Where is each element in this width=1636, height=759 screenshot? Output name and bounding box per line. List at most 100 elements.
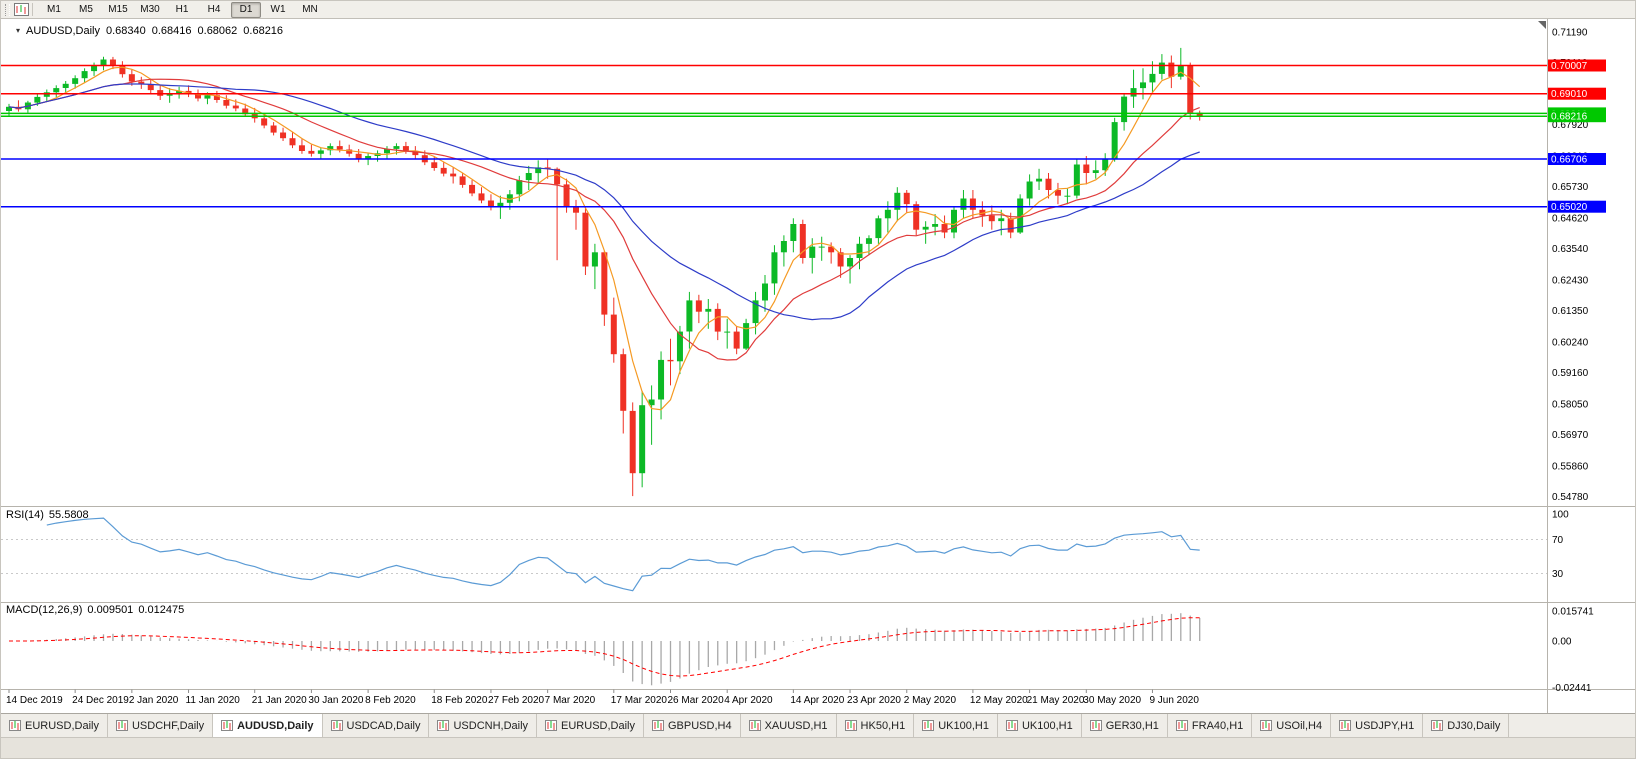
timeframe-button-m30[interactable]: M30 (140, 3, 160, 15)
chart-tab-label: USDCNH,Daily (453, 719, 529, 732)
timeframe-buttons: M1 M5 M15 M30 H1 H4 D1 W1 MN (38, 1, 326, 18)
chart-tab-icon (844, 720, 857, 731)
svg-text:0.55860: 0.55860 (1552, 462, 1589, 473)
svg-text:0.65730: 0.65730 (1552, 182, 1589, 193)
chart-tab-label: GER30,H1 (1105, 719, 1159, 732)
rsi-value: 55.5808 (48, 509, 89, 521)
svg-text:7 Mar 2020: 7 Mar 2020 (545, 695, 596, 706)
chart-tab-13-usoil-h4[interactable]: USOil,H4 (1252, 714, 1332, 737)
chart-tab-icon (330, 720, 343, 731)
chart-tab-label: FRA40,H1 (1191, 719, 1244, 732)
chart-tab-label: GBPUSD,H4 (668, 719, 732, 732)
svg-text:0.015741: 0.015741 (1552, 607, 1594, 618)
macd-value-signal: 0.012475 (138, 604, 185, 616)
chart-tab-15-dj30-daily[interactable]: DJ30,Daily (1423, 714, 1510, 737)
timeframe-button-h1[interactable]: H1 (175, 3, 189, 15)
svg-text:0.00: 0.00 (1552, 637, 1572, 648)
macd-indicator-label: MACD(12,26,9) 0.009501 0.012475 (6, 604, 184, 616)
svg-text:0.65020: 0.65020 (1551, 202, 1588, 213)
rsi-indicator-label: RSI(14) 55.5808 (6, 509, 89, 521)
svg-text:18 Feb 2020: 18 Feb 2020 (431, 695, 488, 706)
chart-title: ▾ AUDUSD,Daily 0.68340 0.68416 0.68062 0… (16, 25, 283, 37)
chart-tab-0-eurusd-daily[interactable]: EURUSD,Daily (1, 714, 108, 737)
chart-tab-icon (1431, 720, 1444, 731)
toolbar-separator (32, 3, 33, 16)
chart-tab-10-uk100-h1[interactable]: UK100,H1 (997, 714, 1082, 737)
chart-shift-marker[interactable] (1538, 21, 1546, 29)
chart-tab-label: EURUSD,Daily (561, 719, 635, 732)
svg-text:0.61350: 0.61350 (1552, 306, 1589, 317)
chart-tab-icon (1089, 720, 1102, 731)
chart-tab-icon (652, 720, 664, 731)
price-badge-0.70007: 0.70007 (1548, 59, 1606, 72)
svg-text:2 May 2020: 2 May 2020 (904, 695, 957, 706)
price-chart[interactable]: 0.711900.701100.690000.679200.668100.657… (1, 1, 1636, 713)
svg-text:14 Dec 2019: 14 Dec 2019 (6, 695, 63, 706)
moving-average-5-line (8, 66, 1201, 411)
chart-tab-icon (844, 720, 857, 731)
price-badge-0.65020: 0.65020 (1548, 200, 1606, 213)
svg-text:9 Jun 2020: 9 Jun 2020 (1149, 695, 1199, 706)
chart-tab-icon (748, 720, 761, 731)
timeframe-button-w1[interactable]: W1 (270, 3, 286, 15)
chart-tab-icon (437, 720, 450, 731)
price-badge-0.66706: 0.66706 (1548, 153, 1606, 165)
chart-tab-icon (1005, 720, 1018, 731)
svg-text:17 Mar 2020: 17 Mar 2020 (611, 695, 668, 706)
chart-tab-icon (1005, 720, 1018, 731)
timeframe-button-d1[interactable]: D1 (231, 1, 261, 18)
svg-text:0.56970: 0.56970 (1552, 430, 1589, 441)
svg-text:8 Feb 2020: 8 Feb 2020 (365, 695, 416, 706)
chart-tab-6-gbpusd-h4[interactable]: GBPUSD,H4 (644, 714, 741, 737)
chart-title-close: 0.68216 (243, 25, 284, 37)
chart-tab-label: USDCAD,Daily (346, 719, 421, 732)
timeframe-button-m1[interactable]: M1 (47, 3, 61, 15)
panel-separators (1, 19, 1635, 713)
charts-toolbar-icon[interactable] (14, 3, 29, 16)
timeframe-button-m5[interactable]: M5 (79, 3, 93, 15)
svg-text:24 Dec 2019: 24 Dec 2019 (72, 695, 129, 706)
svg-text:27 Feb 2020: 27 Feb 2020 (488, 695, 545, 706)
chart-tab-icon (748, 720, 761, 731)
price-badge-0.69010: 0.69010 (1548, 87, 1606, 100)
svg-text:30: 30 (1552, 569, 1564, 580)
macd-panel[interactable] (9, 613, 1201, 686)
svg-text:0.70007: 0.70007 (1551, 61, 1588, 72)
timeframe-button-h4[interactable]: H4 (207, 3, 221, 15)
chart-tab-icon (221, 720, 234, 731)
toolbar-grip-handle[interactable] (5, 3, 10, 16)
chart-tab-label: UK100,H1 (938, 719, 989, 732)
chart-tab-4-usdcnh-daily[interactable]: USDCNH,Daily (429, 714, 538, 737)
chart-tab-8-hk50-h1[interactable]: HK50,H1 (836, 714, 915, 737)
rsi-line (46, 517, 1200, 592)
chart-tab-label: USDJPY,H1 (1355, 719, 1415, 732)
chart-tab-icon (9, 720, 21, 731)
chart-tab-11-ger30-h1[interactable]: GER30,H1 (1081, 714, 1168, 737)
moving-average-25-line (8, 83, 1200, 321)
svg-text:0.68216: 0.68216 (1551, 112, 1588, 123)
chart-tab-1-usdchf-daily[interactable]: USDCHF,Daily (107, 714, 214, 737)
chart-tab-12-fra40-h1[interactable]: FRA40,H1 (1167, 714, 1253, 737)
chart-title-symbol: AUDUSD,Daily (26, 25, 100, 37)
chart-tab-3-usdcad-daily[interactable]: USDCAD,Daily (322, 714, 430, 737)
chart-tab-14-usdjpy-h1[interactable]: USDJPY,H1 (1331, 714, 1424, 737)
rsi-panel[interactable] (1, 517, 1547, 592)
timeframe-button-m15[interactable]: M15 (108, 3, 128, 15)
macd-signal-line (9, 617, 1200, 677)
svg-text:0.59160: 0.59160 (1552, 368, 1589, 379)
svg-text:14 Apr 2020: 14 Apr 2020 (790, 695, 844, 706)
chart-tab-label: UK100,H1 (1021, 719, 1073, 732)
chart-title-open: 0.68340 (105, 25, 146, 37)
date-axis[interactable]: 14 Dec 2019 24 Dec 2019 2 Jan 2020 11 Jan 2… (6, 689, 1199, 707)
svg-text:0.54780: 0.54780 (1552, 492, 1589, 503)
price-axis[interactable]: 0.711900.701100.690000.679200.668100.657… (1548, 28, 1606, 694)
chart-tab-icon (1089, 720, 1102, 731)
svg-text:0.63540: 0.63540 (1552, 244, 1589, 255)
chart-tab-9-uk100-h1[interactable]: UK100,H1 (914, 714, 998, 737)
chart-tab-icon (1339, 720, 1352, 731)
chart-tab-2-audusd-daily[interactable]: AUDUSD,Daily (213, 714, 323, 737)
timeframe-button-mn[interactable]: MN (302, 3, 318, 15)
macd-name: MACD(12,26,9) (6, 604, 83, 616)
chart-tab-7-xauusd-h1[interactable]: XAUUSD,H1 (740, 714, 837, 737)
chart-tab-5-eurusd-daily[interactable]: EURUSD,Daily (537, 714, 644, 737)
